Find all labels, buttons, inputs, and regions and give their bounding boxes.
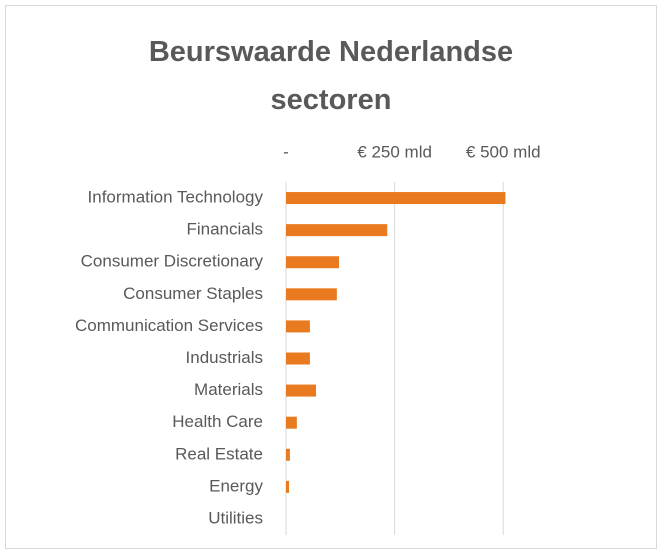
y-tick-label: Communication Services	[75, 316, 263, 335]
y-tick-label: Health Care	[172, 412, 263, 431]
y-tick-label: Information Technology	[88, 188, 264, 207]
bar	[286, 416, 297, 429]
y-tick-label: Industrials	[186, 348, 263, 367]
bar	[286, 288, 337, 301]
bar	[286, 192, 506, 205]
bar	[286, 224, 388, 237]
bar	[286, 352, 310, 365]
x-tick-label: € 500 mld	[466, 142, 541, 161]
bar	[286, 448, 290, 461]
bar	[286, 384, 316, 397]
y-tick-label: Utilities	[208, 508, 263, 527]
y-tick-label: Real Estate	[175, 444, 263, 463]
y-tick-label: Energy	[209, 476, 263, 495]
x-tick-label: -	[283, 142, 289, 161]
y-tick-label: Materials	[194, 380, 263, 399]
y-tick-label: Consumer Staples	[123, 284, 263, 303]
bar	[286, 480, 290, 493]
y-tick-label: Financials	[186, 220, 263, 239]
chart-title: Beurswaarde Nederlandse sectoren	[148, 36, 514, 116]
x-tick-label: € 250 mld	[357, 142, 432, 161]
bar	[286, 256, 340, 269]
chart-frame	[5, 5, 657, 549]
y-tick-label: Consumer Discretionary	[81, 252, 264, 271]
bar	[286, 320, 310, 333]
